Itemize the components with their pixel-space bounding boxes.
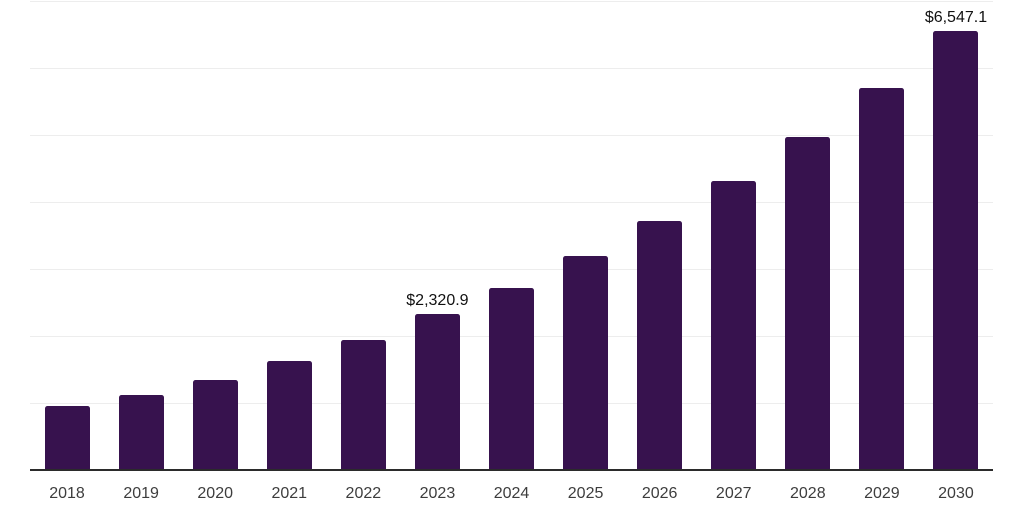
x-axis-tick-label-2027: 2027 [715,485,752,502]
bar-2021 [266,361,312,470]
bar-value-label-2023: $2,320.9 [406,292,469,310]
bar-2029 [859,87,905,470]
bar-value-label-2030: $6,547.1 [924,9,988,27]
bar-2030 [933,31,979,470]
x-axis-tick-label-2029: 2029 [864,485,900,502]
x-axis-tick-label-2020: 2020 [197,485,233,502]
gridline-5000 [30,135,993,136]
bar-2026 [637,221,683,470]
bar-2020 [192,379,238,470]
x-axis-tick-label-2019: 2019 [123,485,159,502]
gridline-4000 [30,202,993,203]
bar-2018 [44,405,90,470]
x-axis-tick-label-2025: 2025 [567,485,604,502]
bar-2028 [785,136,831,470]
bar-2019 [118,394,164,470]
x-axis-tick-label-2024: 2024 [493,485,530,502]
x-axis-tick-label-2022: 2022 [345,485,382,502]
x-axis-line [30,469,993,471]
gridline-7000 [30,1,993,2]
x-axis-tick-label-2028: 2028 [790,485,826,502]
bar-2022 [340,340,386,470]
gridline-3000 [30,269,993,270]
x-axis-tick-label-2018: 2018 [49,485,85,502]
x-axis-tick-label-2021: 2021 [271,485,308,502]
bar-2027 [711,181,757,470]
gridline-6000 [30,68,993,69]
x-axis-tick-label-2023: 2023 [419,485,456,502]
bar-2024 [489,288,534,470]
x-axis-tick-label-2030: 2030 [938,485,974,502]
x-axis-tick-label-2026: 2026 [641,485,678,502]
bar-2025 [563,256,609,470]
bar-2023 [414,314,460,470]
